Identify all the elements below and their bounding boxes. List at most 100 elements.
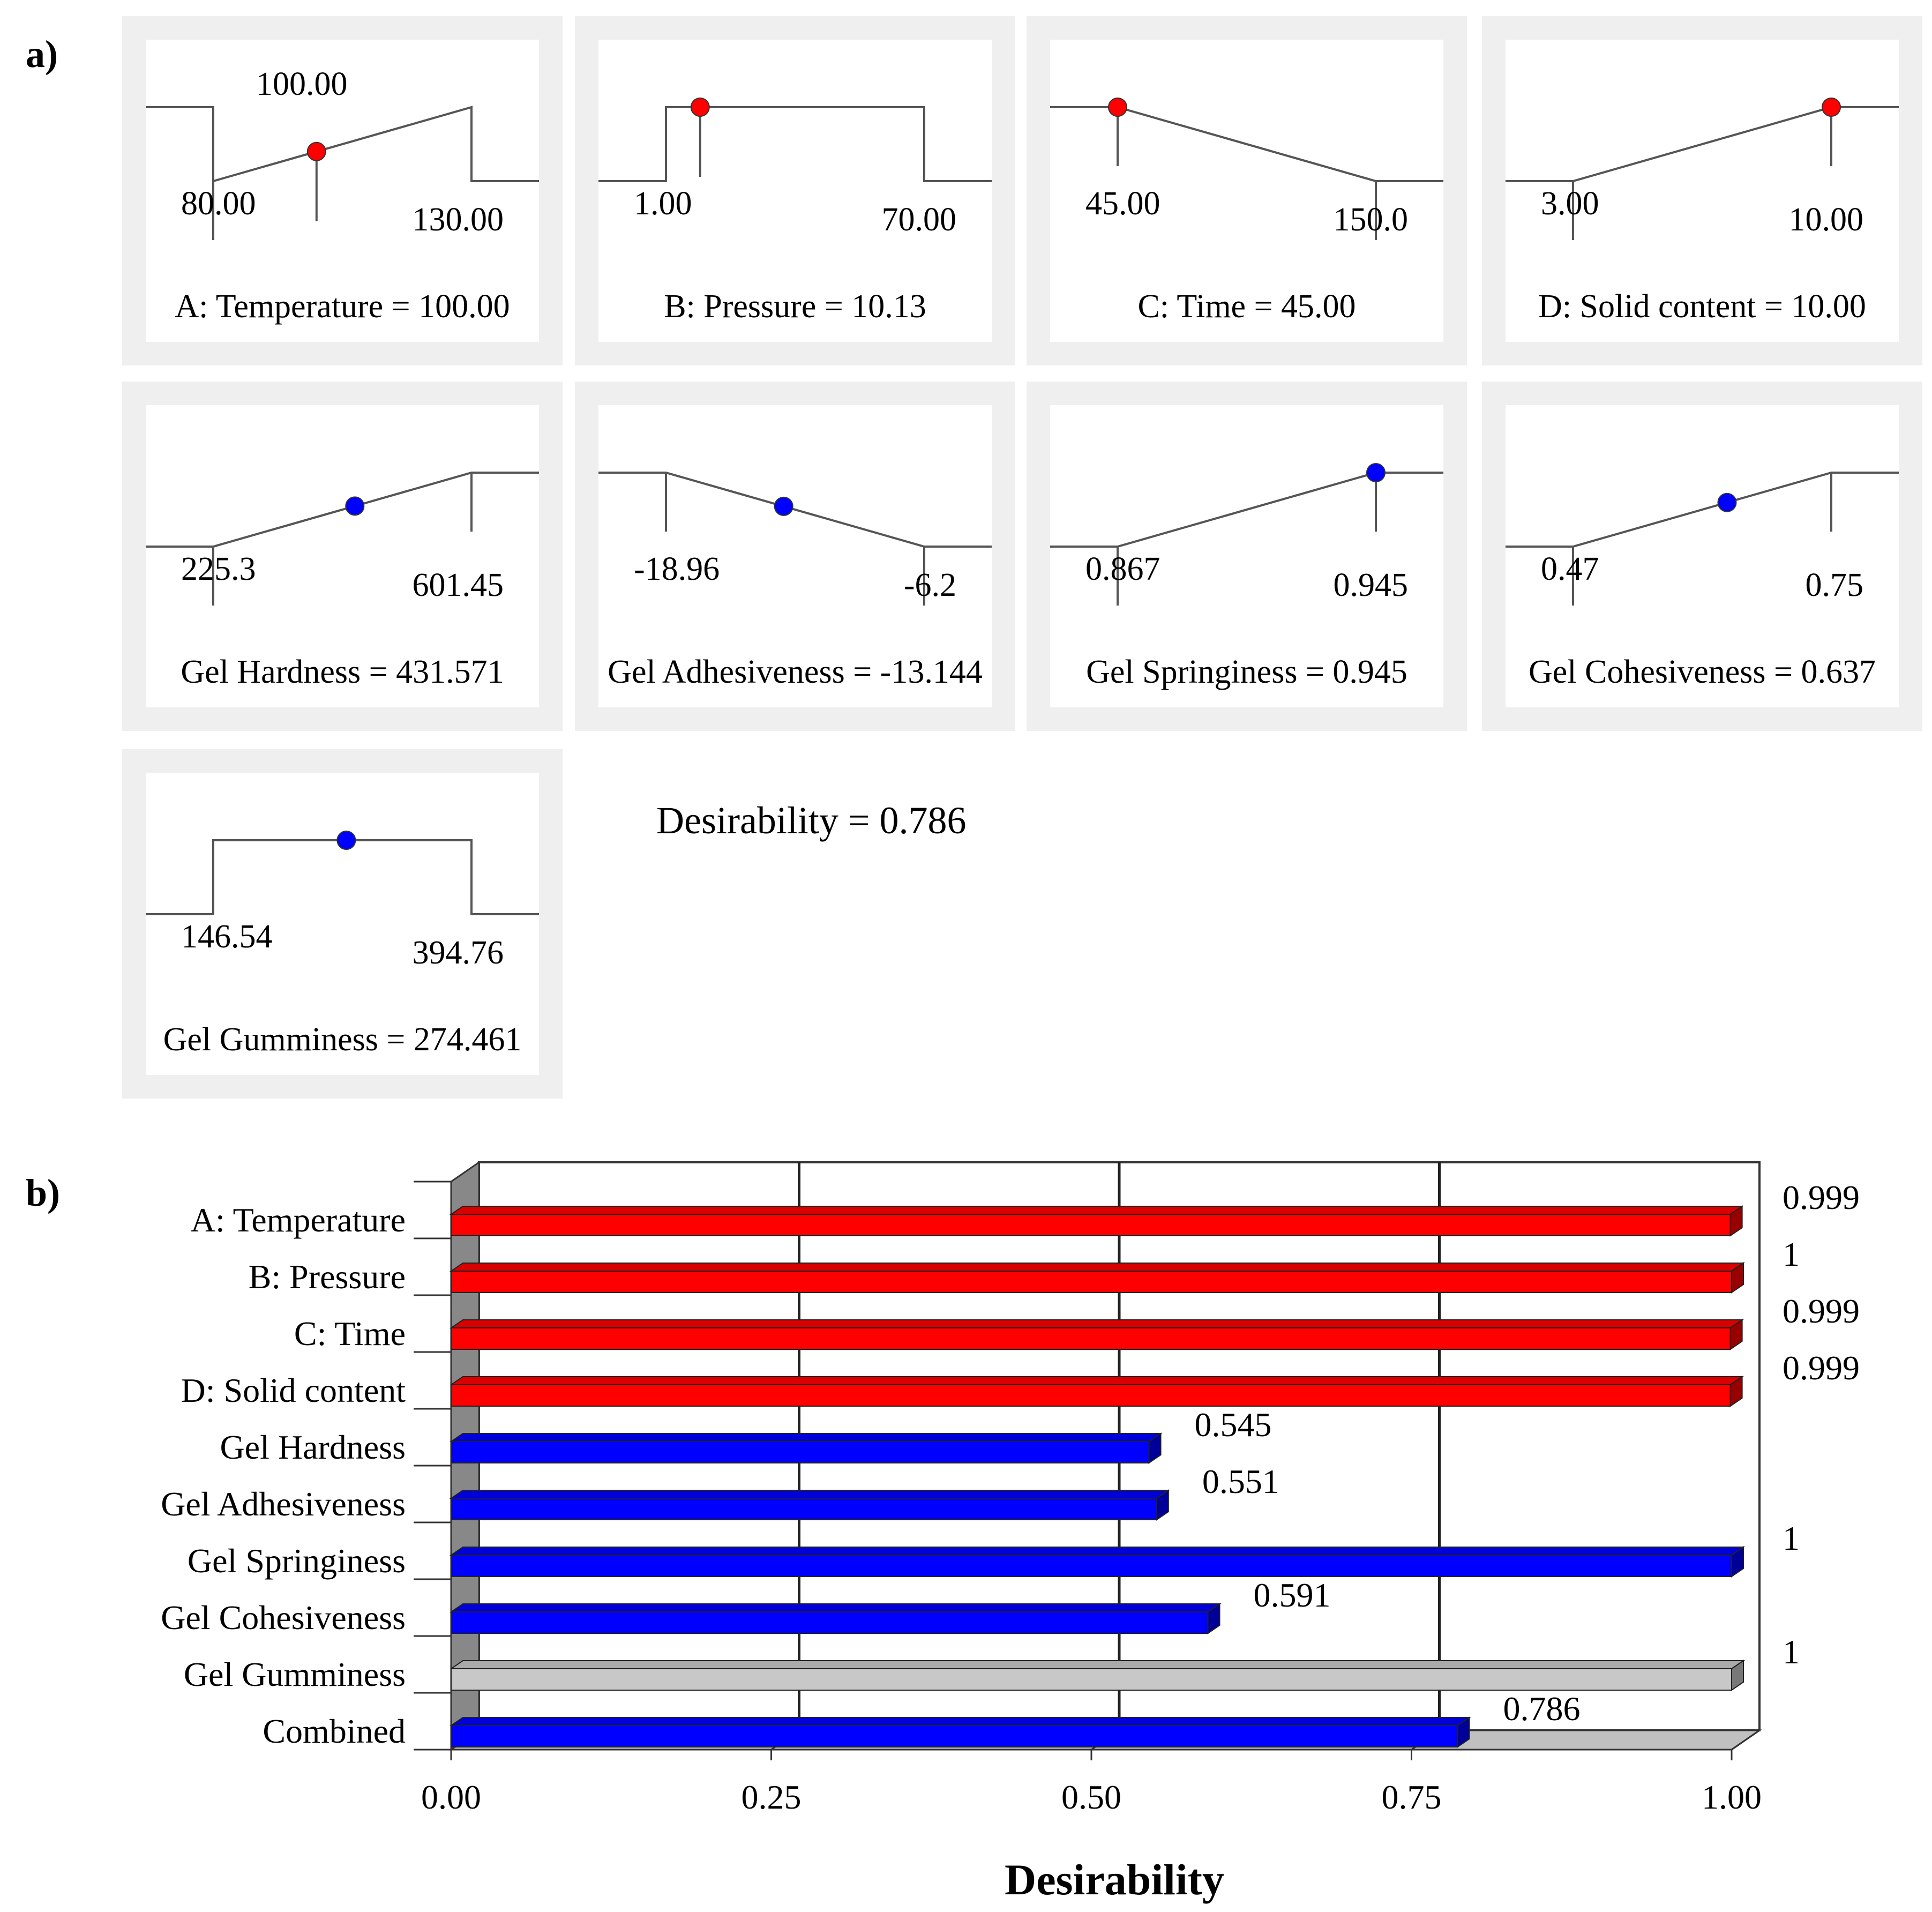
- desirability-ramp-line: [598, 472, 992, 548]
- low-limit-label: 45.00: [1085, 185, 1160, 222]
- ramp-caption: Gel Hardness = 431.571: [181, 654, 504, 690]
- x-axis-title: Desirability: [1005, 1855, 1224, 1904]
- bar-front-face: [451, 1214, 1731, 1236]
- high-limit-label: -6.2: [904, 567, 956, 603]
- x-tick-label: 0.00: [421, 1778, 481, 1816]
- bar-5: [449, 1489, 1171, 1521]
- bar-top-face: [449, 1547, 1746, 1556]
- bar-top-face: [449, 1319, 1744, 1328]
- high-limit-label: 394.76: [413, 935, 504, 971]
- category-label: Combined: [263, 1712, 406, 1750]
- bar-front-face: [451, 1555, 1732, 1577]
- bar-value-label: 0.999: [1783, 1292, 1860, 1330]
- bar-value-label: 0.999: [1783, 1178, 1860, 1216]
- ramp-caption: Gel Gumminess = 274.461: [163, 1021, 522, 1058]
- bar-4: [449, 1432, 1163, 1464]
- category-label: Gel Hardness: [220, 1428, 406, 1466]
- ramp-caption: Gel Springiness = 0.945: [1086, 654, 1407, 690]
- category-label: C: Time: [294, 1314, 406, 1353]
- low-limit-label: 3.00: [1541, 185, 1599, 222]
- ramp-caption: C: Time = 45.00: [1137, 288, 1356, 325]
- desirability-ramp-line: [146, 106, 539, 183]
- current-value-dot: [690, 98, 710, 117]
- floor-tick: [1731, 1729, 1760, 1751]
- category-label: Gel Adhesiveness: [161, 1485, 406, 1523]
- bar-front-face: [451, 1611, 1209, 1634]
- bar-top-face: [449, 1206, 1744, 1215]
- category-label: A: Temperature: [191, 1201, 406, 1239]
- bar-value-label: 0.591: [1253, 1576, 1330, 1614]
- x-tick-label: 0.50: [1061, 1778, 1121, 1816]
- ramp-panel-inner: [598, 40, 992, 342]
- bar-front-face: [451, 1384, 1731, 1407]
- bar-1: [449, 1262, 1746, 1294]
- desirability-ramp-line: [1506, 106, 1899, 182]
- ramp-panel-7: 0.47 0.75 Gel Cohesiveness = 0.637: [1482, 382, 1922, 731]
- ramp-panel-4: 225.3 601.45 Gel Hardness = 431.571: [122, 382, 563, 731]
- low-limit-label: 0.867: [1085, 551, 1160, 587]
- ramp-caption: A: Temperature = 100.00: [175, 288, 510, 325]
- desirability-ramp-line: [598, 106, 992, 182]
- bar-end-face: [1731, 1262, 1744, 1294]
- high-limit-label: 70.00: [882, 201, 957, 238]
- high-limit-label: 601.45: [413, 567, 504, 603]
- bar-value-label: 1: [1783, 1235, 1800, 1273]
- bar-front-face: [451, 1441, 1150, 1463]
- bar-end-face: [1729, 1376, 1743, 1407]
- bar-0: [449, 1205, 1744, 1237]
- ramp-panel-6: 0.867 0.945 Gel Springiness = 0.945: [1027, 382, 1467, 731]
- ramp-panel-inner: [1050, 40, 1443, 342]
- bar-8: [449, 1660, 1746, 1691]
- bar-9: [449, 1716, 1471, 1748]
- bar-top-face: [449, 1603, 1222, 1612]
- bar-7: [449, 1603, 1222, 1634]
- bar-value-label: 0.786: [1503, 1690, 1581, 1728]
- low-limit-label: -18.96: [634, 551, 720, 587]
- ramp-panel-1: 1.00 70.00 B: Pressure = 10.13: [575, 16, 1015, 365]
- desirability-ramp-line: [1050, 106, 1443, 182]
- low-limit-label: 146.54: [181, 918, 273, 955]
- bar-end-face: [1148, 1432, 1162, 1464]
- low-limit-label: 0.47: [1541, 551, 1599, 587]
- low-limit-label: 225.3: [181, 551, 256, 587]
- current-value-dot: [336, 831, 356, 850]
- ramp-panel-inner: [1506, 405, 1899, 707]
- ramp-panel-inner: [146, 40, 539, 342]
- current-value-dot: [345, 496, 365, 516]
- bar-front-face: [451, 1327, 1731, 1350]
- bar-end-face: [1731, 1546, 1744, 1578]
- bar-3: [449, 1376, 1744, 1407]
- category-label: D: Solid content: [181, 1371, 406, 1409]
- bar-top-face: [449, 1717, 1471, 1726]
- bar-value-label: 1: [1783, 1519, 1800, 1557]
- bar-end-face: [1729, 1319, 1743, 1350]
- bar-value-label: 0.551: [1202, 1462, 1279, 1500]
- category-label: Gel Gumminess: [184, 1655, 406, 1693]
- bar-top-face: [449, 1263, 1746, 1272]
- current-value-dot: [1108, 98, 1127, 117]
- category-label: Gel Cohesiveness: [161, 1599, 406, 1637]
- bar-value-label: 1: [1783, 1633, 1800, 1671]
- bar-front-face: [451, 1271, 1732, 1293]
- target-value-label: 100.00: [256, 66, 348, 102]
- bar-top-face: [449, 1376, 1744, 1385]
- panel-a-label: a): [26, 33, 58, 76]
- high-limit-label: 150.0: [1334, 201, 1409, 238]
- panel-b-label: b): [26, 1171, 60, 1214]
- ramp-panel-2: 45.00 150.0 C: Time = 45.00: [1027, 16, 1467, 365]
- bar-end-face: [1156, 1489, 1169, 1521]
- ramp-caption: B: Pressure = 10.13: [664, 288, 926, 325]
- ramp-panel-inner: [1050, 405, 1443, 707]
- desirability-ramp-line: [1050, 472, 1443, 548]
- high-limit-label: 130.00: [413, 201, 504, 238]
- x-tick-label: 0.75: [1382, 1778, 1442, 1816]
- ramp-caption: Gel Adhesiveness = -13.144: [608, 654, 983, 690]
- ramp-panel-0: 80.00 130.00 100.00 A: Temperature = 100.00: [122, 16, 563, 365]
- current-value-dot: [306, 141, 326, 161]
- desirability-bar-chart: 0.00 0.25 0.50 0.75 1.00 A: Temperature 0.999 B…: [161, 1161, 1860, 1816]
- bar-front-face: [451, 1498, 1157, 1520]
- bar-end-face: [1207, 1603, 1220, 1634]
- ramp-caption: D: Solid content = 10.00: [1538, 288, 1866, 325]
- desirability-ramp-line: [146, 472, 539, 548]
- category-label: Gel Springiness: [188, 1542, 406, 1580]
